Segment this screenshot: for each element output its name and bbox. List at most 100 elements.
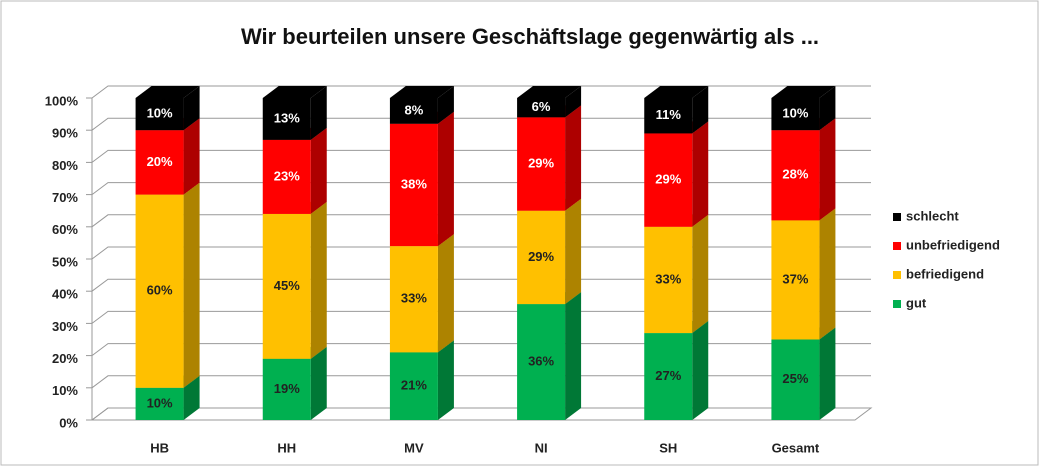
value-label: 27%: [655, 368, 681, 383]
value-label: 29%: [528, 249, 554, 264]
y-tick-label: 10%: [52, 383, 78, 398]
bar-top: [389, 86, 454, 98]
bar-side: [437, 111, 454, 247]
value-label: 28%: [782, 167, 808, 182]
bar-segment: [135, 194, 184, 388]
bar-segment: [644, 333, 693, 420]
bar-segment: [517, 98, 566, 118]
bar-segment: [262, 213, 311, 359]
x-tick-label: Gesamt: [772, 440, 820, 455]
bar-segment: [644, 226, 693, 334]
grid-line: [91, 310, 871, 324]
bar-segment: [135, 387, 184, 420]
grid-line: [91, 246, 871, 260]
bar-segment: [389, 352, 438, 420]
bar-segment: [135, 130, 184, 195]
bar-side: [183, 86, 200, 131]
value-label: 21%: [401, 378, 427, 393]
value-label: 37%: [782, 271, 808, 286]
value-label: 10%: [147, 395, 173, 410]
bar-segment: [262, 358, 311, 420]
bar-side: [819, 208, 836, 340]
x-tick-label: SH: [659, 440, 677, 455]
value-label: 33%: [401, 291, 427, 306]
bar-side: [310, 127, 327, 214]
value-label: 38%: [401, 176, 427, 191]
bar-side: [310, 346, 327, 420]
bar-segment: [262, 139, 311, 214]
bar-side: [183, 182, 200, 388]
grid-line: [91, 117, 871, 131]
bar-top: [135, 86, 200, 98]
value-label: 10%: [147, 106, 173, 121]
bar-segment: [517, 304, 566, 420]
bar-segment: [517, 210, 566, 305]
bar-side: [183, 118, 200, 195]
legend-swatch: [893, 213, 901, 221]
bar-top: [262, 86, 327, 98]
value-label: 36%: [528, 353, 554, 368]
value-label: 60%: [147, 283, 173, 298]
x-tick-label: NI: [535, 440, 548, 455]
y-tick-label: 20%: [52, 351, 78, 366]
bar-segment: [644, 98, 693, 134]
bar-segment: [644, 133, 693, 227]
value-label: 29%: [655, 172, 681, 187]
bar-side: [310, 86, 327, 140]
value-label: 25%: [782, 371, 808, 386]
bar-side: [310, 201, 327, 359]
value-label: 11%: [656, 107, 682, 122]
y-tick-label: 50%: [52, 254, 78, 269]
y-tick-label: 40%: [52, 287, 78, 302]
bar-side: [692, 86, 709, 134]
x-tick-label: HH: [277, 440, 296, 455]
chart-title: Wir beurteilen unsere Geschäftslage gege…: [241, 24, 819, 49]
x-tick-label: MV: [404, 440, 424, 455]
legend-swatch: [893, 300, 901, 308]
bar-side: [565, 86, 582, 118]
value-label: 13%: [274, 110, 300, 125]
bar-side: [692, 214, 709, 334]
bar-side: [437, 86, 454, 124]
grid-line: [91, 182, 871, 196]
bar-side: [183, 375, 200, 420]
y-tick-label: 60%: [52, 222, 78, 237]
bar-side: [565, 105, 582, 211]
bar-top: [517, 86, 582, 98]
grid-line: [91, 214, 871, 228]
value-label: 8%: [405, 102, 424, 117]
grid-line: [91, 278, 871, 292]
legend-label: unbefriedigend: [906, 237, 1000, 252]
value-label: 20%: [147, 154, 173, 169]
bar-side: [692, 321, 709, 420]
bar-side: [819, 118, 836, 221]
bar-side: [819, 327, 836, 420]
bar-segment: [389, 98, 438, 124]
y-tick-label: 0%: [59, 415, 78, 430]
bar-segment: [517, 117, 566, 211]
legend-label: befriedigend: [906, 266, 984, 281]
bar-segment: [135, 98, 184, 131]
grid-line: [91, 149, 871, 163]
value-label: 10%: [782, 106, 808, 121]
bar-side: [437, 234, 454, 353]
value-label: 29%: [528, 155, 554, 170]
y-tick-label: 30%: [52, 319, 78, 334]
bar-side: [692, 121, 709, 227]
floor: [90, 407, 873, 421]
bar-segment: [771, 130, 820, 221]
value-label: 33%: [655, 271, 681, 286]
legend-label: gut: [906, 295, 927, 310]
value-label: 23%: [274, 168, 300, 183]
legend-label: schlecht: [906, 208, 959, 223]
legend-swatch: [893, 242, 901, 250]
bar-side: [565, 198, 582, 305]
bar-segment: [262, 98, 311, 140]
value-label: 45%: [274, 278, 300, 293]
y-tick-label: 70%: [52, 190, 78, 205]
y-tick-label: 80%: [52, 158, 78, 173]
bar-segment: [771, 339, 820, 420]
grid-line: [91, 375, 871, 389]
bar-segment: [771, 98, 820, 131]
